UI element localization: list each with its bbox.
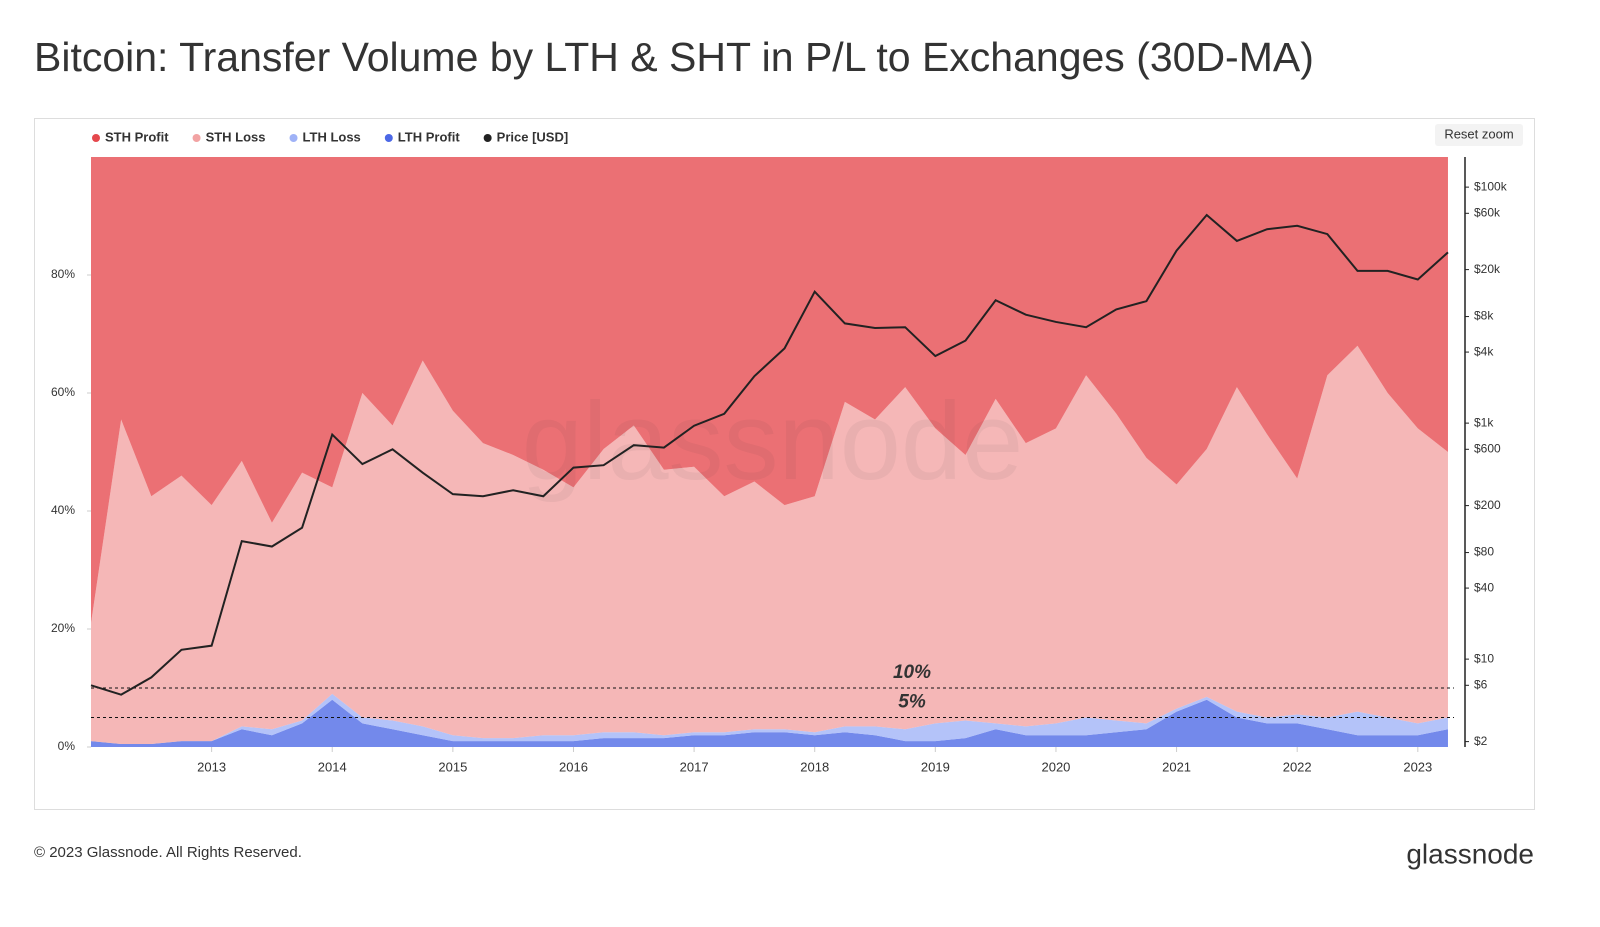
y-tick-label: 20%	[51, 621, 75, 635]
y2-tick-label: $10	[1474, 651, 1494, 665]
area	[91, 699, 1448, 747]
x-tick-label: 2020	[1041, 759, 1070, 774]
button-label: Reset zoom	[1444, 126, 1513, 141]
legend-label: Price [USD]	[497, 129, 569, 144]
button-bg	[1435, 124, 1523, 146]
area	[91, 345, 1448, 745]
y-tick-label: 40%	[51, 503, 75, 517]
y2-tick-label: $40	[1474, 580, 1494, 594]
area	[91, 157, 1448, 624]
reset-zoom-button[interactable]: Reset zoom	[1435, 124, 1523, 146]
legend-marker	[92, 134, 100, 142]
y2-tick-label: $200	[1474, 498, 1501, 512]
y2-tick-label: $20k	[1474, 262, 1501, 276]
y2-tick-label: $80	[1474, 545, 1494, 559]
annotation-label: 10%	[893, 662, 931, 683]
x-tick-label: 2022	[1283, 759, 1312, 774]
footer: © 2023 Glassnode. All Rights Reserved.	[34, 844, 302, 861]
legend-marker	[384, 134, 393, 142]
chart-title: Bitcoin: Transfer Volume by LTH & SHT in…	[34, 34, 1314, 80]
y2-tick-label: $1k	[1474, 415, 1494, 429]
legend-label: STH Profit	[105, 129, 169, 144]
y-tick-label: 60%	[51, 385, 75, 399]
y2-tick-label: $2	[1474, 734, 1488, 748]
x-tick-label: 2013	[197, 759, 226, 774]
legend-label: LTH Loss	[303, 129, 361, 144]
y-tick-label: 0%	[58, 739, 76, 753]
x-tick-label: 2017	[680, 759, 709, 774]
legend-marker	[192, 134, 201, 142]
x-tick-label: 2019	[921, 759, 950, 774]
x-tick-label: 2015	[438, 759, 467, 774]
watermark: glassnode	[522, 380, 1024, 503]
y-tick-label: 80%	[51, 267, 75, 281]
price-line	[90, 213, 1449, 696]
legend-label: STH Loss	[206, 129, 266, 144]
x-tick-label: 2018	[800, 759, 829, 774]
annotation-label: 5%	[898, 692, 926, 713]
y2-tick-label: $8k	[1474, 309, 1494, 323]
y2-tick-label: $100k	[1474, 179, 1508, 193]
x-tick-label: 2021	[1162, 759, 1191, 774]
brand-logo: glassnode	[1406, 838, 1534, 869]
legend-marker	[289, 134, 298, 142]
y2-tick-label: $4k	[1474, 344, 1494, 358]
y2-tick-label: $60k	[1474, 205, 1501, 219]
x-tick-label: 2016	[559, 759, 588, 774]
legend-label: LTH Profit	[398, 129, 461, 144]
legend-marker	[483, 134, 492, 142]
y2-tick-label: $600	[1474, 441, 1501, 455]
y2-tick-label: $6	[1474, 677, 1488, 691]
x-tick-label: 2014	[318, 759, 347, 774]
x-tick-label: 2023	[1403, 759, 1432, 774]
area	[91, 693, 1448, 745]
